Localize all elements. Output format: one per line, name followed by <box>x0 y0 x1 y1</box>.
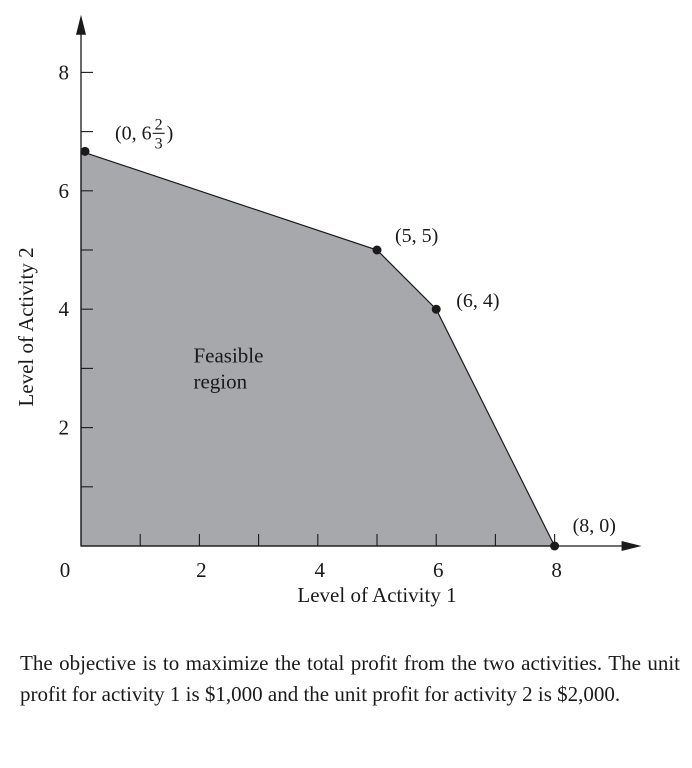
x-axis-title: Level of Activity 1 <box>297 583 456 607</box>
x-tick-label: 2 <box>196 558 207 582</box>
corner-point-marker <box>80 146 90 156</box>
y-axis-arrowhead <box>76 14 86 35</box>
corner-point-marker <box>550 541 560 551</box>
figure-caption: The objective is to maximize the total p… <box>20 651 680 706</box>
corner-point-label: (0, 6 <box>115 122 152 144</box>
y-tick-label: 6 <box>59 179 70 203</box>
y-axis-title: Level of Activity 2 <box>14 247 38 406</box>
x-tick-label: 6 <box>433 558 444 582</box>
corner-point-marker <box>431 304 441 314</box>
feasible-region-area <box>80 150 556 547</box>
corner-point-label: (8, 0) <box>573 515 616 537</box>
y-tick-label: 2 <box>59 416 70 440</box>
region-label-line-2: region <box>193 369 247 393</box>
origin-label: 0 <box>60 558 71 582</box>
fraction-numerator: 2 <box>155 116 163 133</box>
axes <box>76 14 642 551</box>
y-tick-label: 8 <box>59 60 70 84</box>
x-axis-arrowhead <box>621 541 642 551</box>
x-tick-label: 4 <box>315 558 326 582</box>
corner-point-label-close: ) <box>167 122 174 144</box>
tick-labels: 2 4 6 8 2 4 6 8 <box>59 60 562 582</box>
fraction-denominator: 3 <box>155 135 163 152</box>
tick-marks <box>81 71 556 546</box>
y-tick-label: 4 <box>59 297 70 321</box>
feasible-region-label: Feasible region <box>193 343 268 393</box>
corner-point-marker <box>372 245 382 255</box>
x-tick-label: 8 <box>551 558 562 582</box>
corner-point-label: (6, 4) <box>456 290 499 312</box>
corner-point-label: (5, 5) <box>395 225 438 247</box>
feasible-region-chart: 2 4 6 8 2 4 6 8 0 Level of Activity 1 Level of … <box>14 14 642 607</box>
region-label-line-1: Feasible <box>193 343 263 367</box>
corner-points: (0, 6 2 3) (5, 5) (6, 4) (8, 0) <box>80 116 616 551</box>
